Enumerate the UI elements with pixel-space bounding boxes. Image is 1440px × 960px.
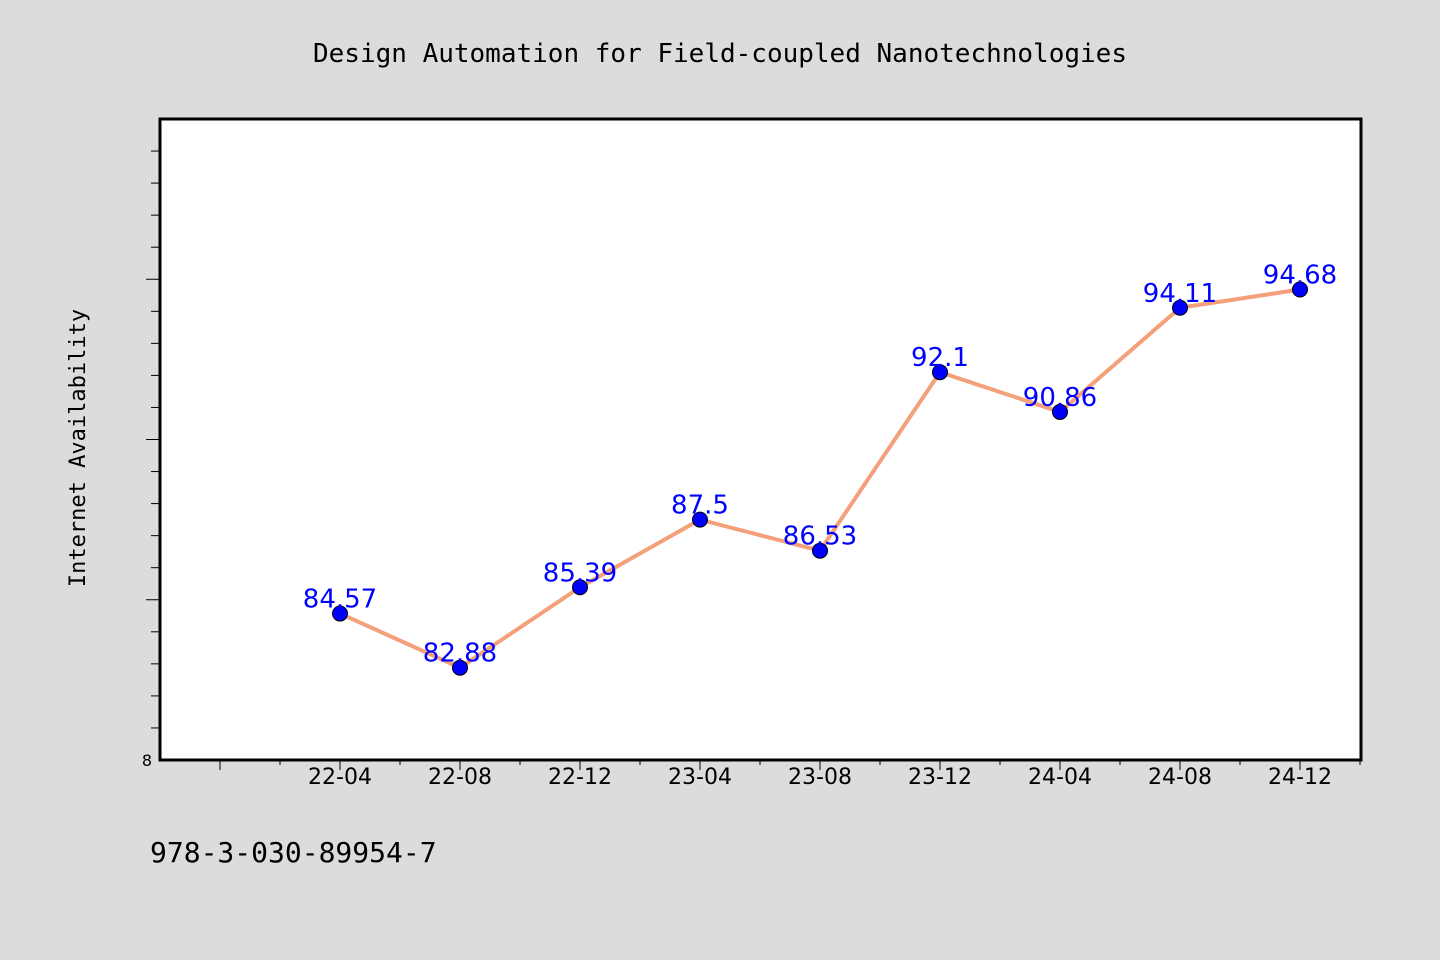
x-tick-label: 22-08	[428, 765, 492, 790]
x-tick-label: 24-04	[1028, 765, 1092, 790]
x-axis-ticks	[219, 760, 1361, 770]
data-labels: 84.57 82.88 85.39 87.5 86.53 92.1 90.86 94.11 94…	[303, 261, 1337, 669]
data-point	[572, 579, 588, 596]
x-tick-label: 23-12	[908, 765, 972, 790]
data-label: 82.88	[423, 639, 497, 669]
y-tick-label: 8	[142, 751, 152, 770]
data-label: 86.53	[783, 522, 857, 552]
y-axis-ticks	[146, 150, 160, 729]
x-tick-label: 23-08	[788, 765, 852, 790]
x-tick-label: 24-12	[1268, 765, 1332, 790]
x-axis-tick-labels: 22-04 22-08 22-12 23-04 23-08 23-12 24-04 24-08…	[308, 765, 1332, 790]
data-point	[932, 364, 948, 381]
footer-text: 978-3-030-89954-7	[150, 836, 437, 869]
data-label: 92.1	[911, 343, 969, 373]
data-label: 87.5	[671, 491, 729, 521]
data-label: 94.11	[1143, 279, 1217, 309]
plot-area	[158, 117, 1363, 762]
data-point	[1292, 281, 1308, 298]
data-point	[1052, 403, 1068, 420]
x-tick-label: 24-08	[1148, 765, 1212, 790]
data-markers	[332, 281, 1308, 676]
x-tick-label: 23-04	[668, 765, 732, 790]
data-point	[332, 605, 348, 622]
data-label: 84.57	[303, 585, 377, 615]
data-label: 94.68	[1263, 261, 1337, 291]
x-tick-label: 22-12	[548, 765, 612, 790]
data-point	[812, 542, 828, 559]
chart-title: Design Automation for Field-coupled Nano…	[313, 39, 1127, 69]
data-point	[1172, 299, 1188, 316]
data-point	[452, 659, 468, 676]
y-axis-label: Internet Availability	[66, 309, 91, 587]
data-label: 85.39	[543, 558, 617, 588]
data-label: 90.86	[1023, 383, 1097, 413]
data-point	[692, 511, 708, 528]
x-tick-label: 22-04	[308, 765, 372, 790]
